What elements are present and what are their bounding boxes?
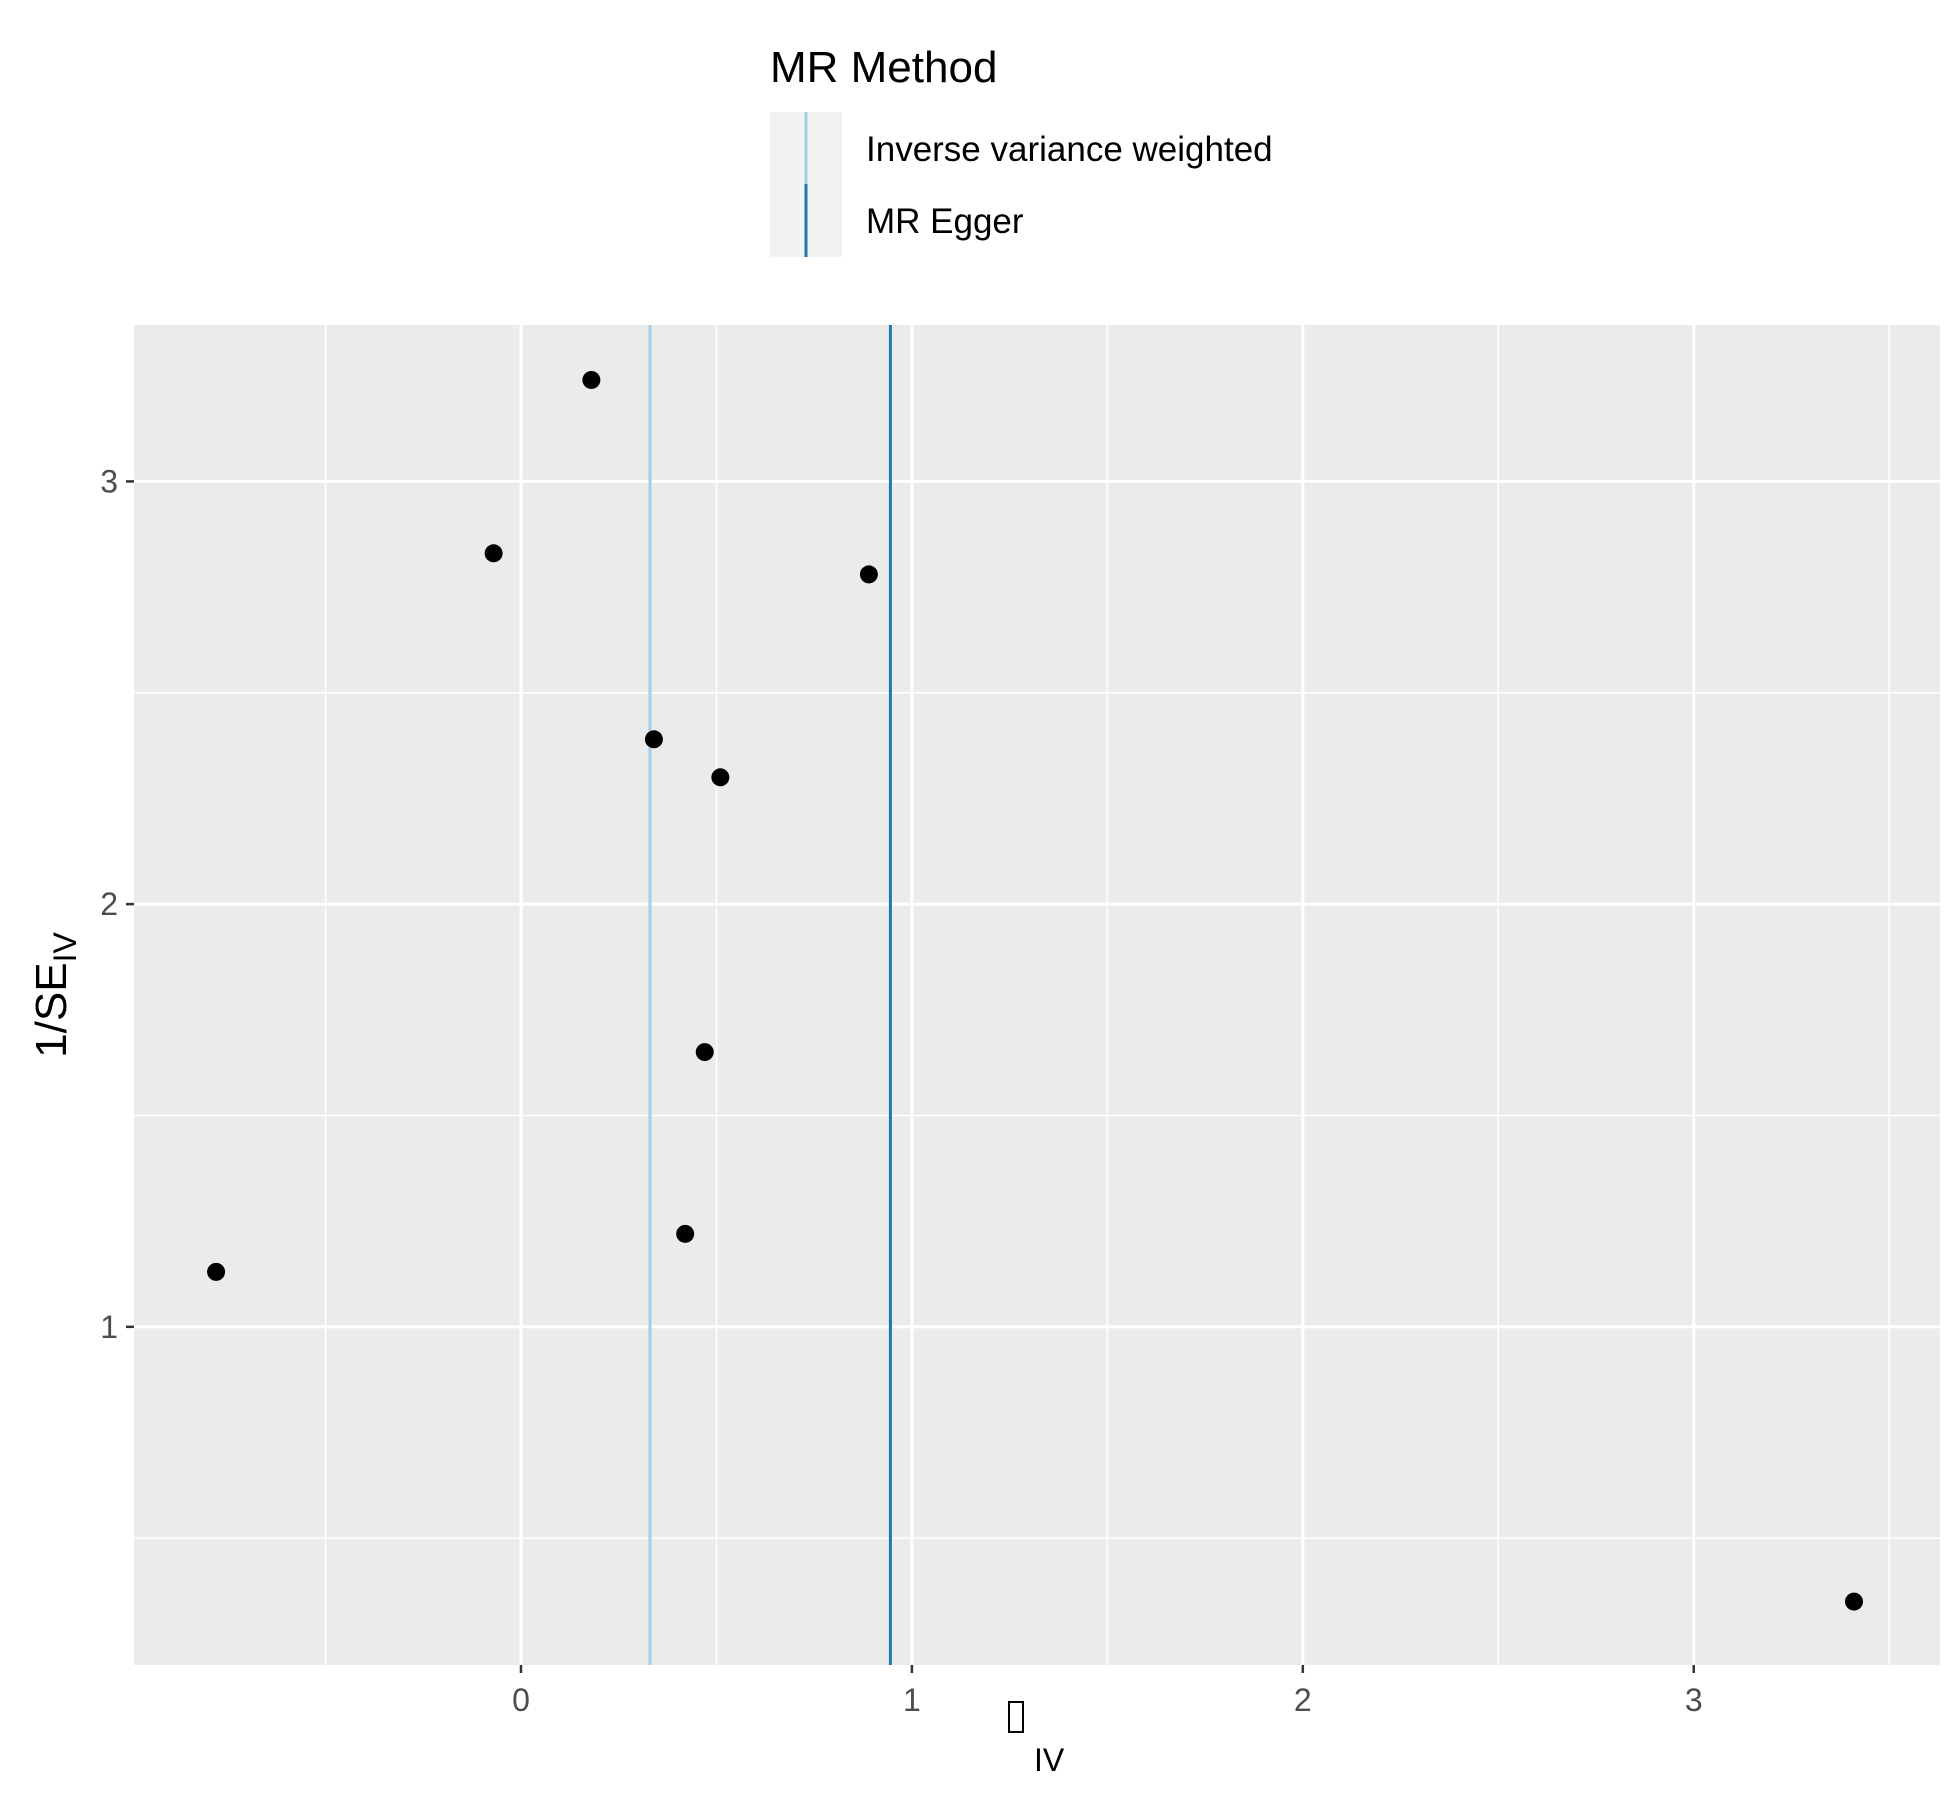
x-tick-label: 1: [903, 1682, 921, 1718]
y-axis-title-text: 1/SEIV: [27, 932, 83, 1058]
x-tick-label: 2: [1294, 1682, 1312, 1718]
y-tick-label: 1: [100, 1309, 118, 1345]
y-axis-title-main: 1/SE: [27, 962, 76, 1057]
y-tick-label: 3: [100, 463, 118, 499]
y-axis-title: 1/SEIV: [27, 932, 83, 1058]
y-axis: 1 2 3: [100, 463, 134, 1345]
data-point: [207, 1262, 226, 1281]
x-axis: 0 1 2 3: [512, 1665, 1703, 1718]
legend: MR Method Inverse variance weighted MR E…: [770, 43, 1273, 257]
plot-panel: [134, 325, 1940, 1665]
y-axis-title-subscript: IV: [47, 932, 83, 963]
grid-major: [134, 325, 1940, 1665]
data-points: [207, 370, 1863, 1611]
x-tick-label: 0: [512, 1682, 530, 1718]
data-point: [859, 565, 878, 584]
data-point: [676, 1224, 695, 1243]
beta-symbol-box: [1008, 1701, 1024, 1733]
data-point: [711, 768, 730, 787]
x-axis-title: IV: [1008, 1701, 1065, 1778]
y-tick-label: 2: [100, 886, 118, 922]
legend-title: MR Method: [770, 43, 997, 92]
legend-label-ivw: Inverse variance weighted: [866, 130, 1273, 169]
data-point: [1845, 1592, 1863, 1611]
method-lines: [648, 325, 892, 1665]
legend-label-egger: MR Egger: [866, 202, 1024, 241]
x-tick-label: 3: [1685, 1682, 1703, 1718]
data-point: [582, 370, 601, 389]
data-point: [484, 544, 503, 563]
x-axis-title-subscript: IV: [1034, 1742, 1065, 1778]
grid-minor: [134, 325, 1940, 1665]
data-point: [695, 1043, 714, 1062]
data-point: [644, 730, 663, 749]
